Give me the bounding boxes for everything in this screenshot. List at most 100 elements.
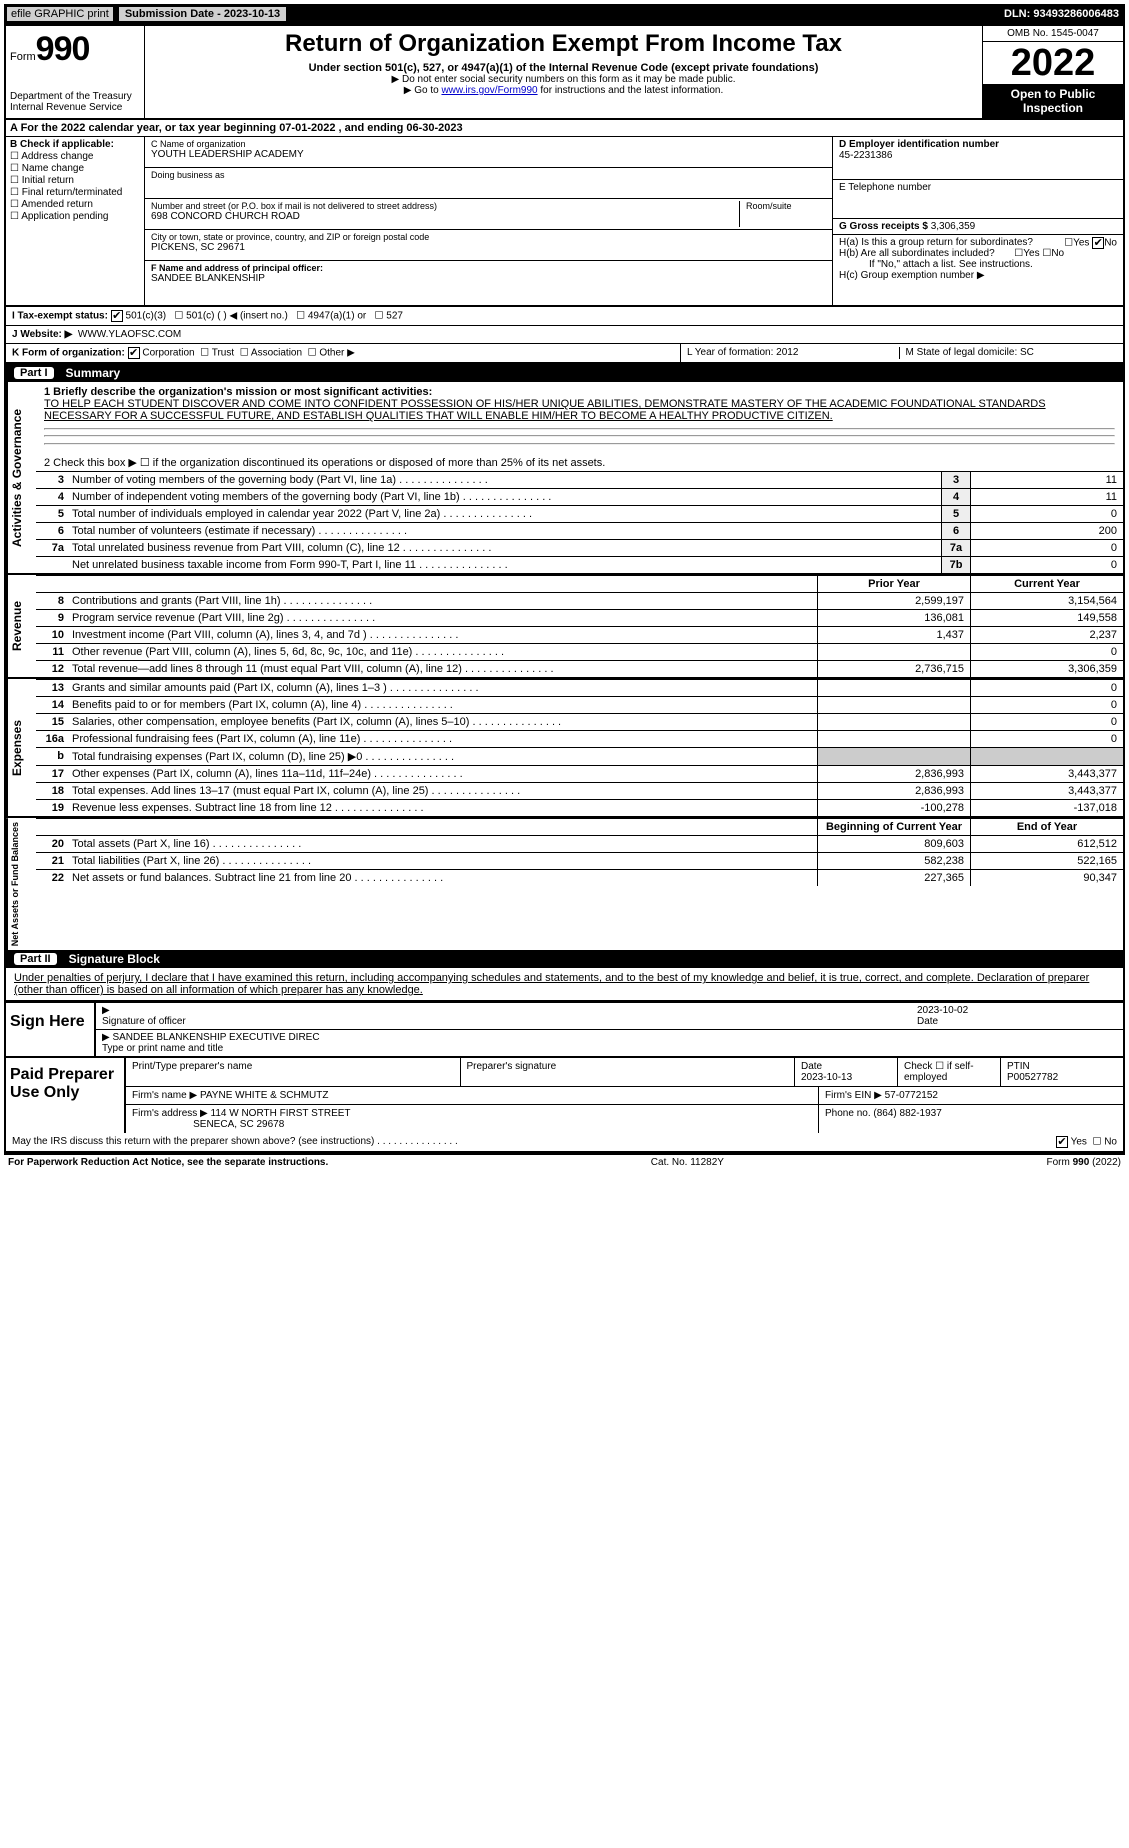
- col-b-head: B Check if applicable:: [10, 139, 114, 150]
- fin-row: 17 Other expenses (Part IX, column (A), …: [36, 765, 1123, 782]
- typed-name: SANDEE BLANKENSHIP EXECUTIVE DIREC: [112, 1032, 319, 1043]
- h-b: H(b) Are all subordinates included? ☐Yes…: [839, 248, 1117, 259]
- perjury-decl: Under penalties of perjury, I declare th…: [6, 968, 1123, 1001]
- gov-row: Net unrelated business taxable income fr…: [36, 556, 1123, 573]
- rev-header: b Prior Year Current Year: [36, 575, 1123, 592]
- fin-row: 8 Contributions and grants (Part VIII, l…: [36, 592, 1123, 609]
- open-inspection: Open to Public Inspection: [983, 84, 1123, 118]
- row-i: I Tax-exempt status: 501(c)(3) ☐ 501(c) …: [6, 307, 1123, 326]
- chk-address[interactable]: ☐ Address change: [10, 151, 140, 162]
- firm-ein: 57-0772152: [885, 1090, 938, 1101]
- fin-row: 16a Professional fundraising fees (Part …: [36, 730, 1123, 747]
- gov-row: 7a Total unrelated business revenue from…: [36, 539, 1123, 556]
- org-name: YOUTH LEADERSHIP ACADEMY: [151, 149, 304, 160]
- omb-number: OMB No. 1545-0047: [983, 26, 1123, 42]
- mission-text: TO HELP EACH STUDENT DISCOVER AND COME I…: [44, 398, 1046, 422]
- gov-row: 5 Total number of individuals employed i…: [36, 505, 1123, 522]
- tab-expenses: Expenses: [6, 679, 36, 816]
- i-o4: 527: [386, 311, 403, 322]
- firm-ein-lbl: Firm's EIN ▶: [825, 1090, 882, 1101]
- dept-treasury: Department of the Treasury: [10, 91, 140, 102]
- header-right: OMB No. 1545-0047 2022 Open to Public In…: [982, 26, 1123, 118]
- form-note2: ▶ Go to www.irs.gov/Form990 for instruct…: [153, 85, 974, 96]
- part2-title: Part II: [14, 953, 57, 965]
- tab-revenue: Revenue: [6, 575, 36, 677]
- decl-text: Under penalties of perjury, I declare th…: [14, 972, 1089, 996]
- ha-no-check: [1092, 237, 1104, 249]
- gov-row: 4 Number of independent voting members o…: [36, 488, 1123, 505]
- chk-pending[interactable]: ☐ Application pending: [10, 211, 140, 222]
- netassets-section: Net Assets or Fund Balances Beginning of…: [6, 816, 1123, 950]
- governance-section: Activities & Governance 1 Briefly descri…: [6, 382, 1123, 573]
- room-lbl: Room/suite: [746, 201, 826, 211]
- pp-self-emp: Check ☐ if self-employed: [898, 1058, 1001, 1086]
- discuss-text: May the IRS discuss this return with the…: [12, 1136, 374, 1147]
- fin-row: 20 Total assets (Part X, line 16) 809,60…: [36, 835, 1123, 852]
- row-k: K Form of organization: Corporation ☐ Tr…: [6, 344, 1123, 364]
- ptin: P00527782: [1007, 1072, 1058, 1083]
- k-o4: Other ▶: [319, 348, 354, 359]
- fin-row: 12 Total revenue—add lines 8 through 11 …: [36, 660, 1123, 677]
- sig-officer-lbl: Signature of officer: [102, 1016, 186, 1027]
- line-a-text: A For the 2022 calendar year, or tax yea…: [10, 122, 463, 134]
- chk-initial[interactable]: ☐ Initial return: [10, 175, 140, 186]
- d-lbl: D Employer identification number: [839, 139, 999, 150]
- row-j: J Website: ▶ WWW.YLAOFSC.COM: [6, 326, 1123, 344]
- chk-amended[interactable]: ☐ Amended return: [10, 199, 140, 210]
- city-lbl: City or town, state or province, country…: [151, 232, 826, 242]
- k-o2: Trust: [212, 348, 234, 359]
- fin-row: 18 Total expenses. Add lines 13–17 (must…: [36, 782, 1123, 799]
- firm-addr-lbl: Firm's address ▶: [132, 1108, 208, 1119]
- k-label: K Form of organization:: [12, 348, 125, 359]
- submission-date-btn[interactable]: Submission Date - 2023-10-13: [118, 6, 287, 22]
- gov-row: 6 Total number of volunteers (estimate i…: [36, 522, 1123, 539]
- form-subtitle: Under section 501(c), 527, or 4947(a)(1)…: [153, 62, 974, 74]
- h-c: H(c) Group exemption number ▶: [839, 270, 1117, 281]
- h-b-note: If "No," attach a list. See instructions…: [839, 259, 1117, 270]
- fin-row: 19 Revenue less expenses. Subtract line …: [36, 799, 1123, 816]
- form-note1: ▶ Do not enter social security numbers o…: [153, 74, 974, 85]
- revenue-section: Revenue b Prior Year Current Year 8 Cont…: [6, 573, 1123, 677]
- typed-lbl: Type or print name and title: [102, 1043, 223, 1054]
- i-o1: 501(c)(3): [126, 311, 167, 322]
- officer-name: SANDEE BLANKENSHIP: [151, 273, 265, 284]
- footer-left: For Paperwork Reduction Act Notice, see …: [8, 1157, 328, 1168]
- irs-link[interactable]: www.irs.gov/Form990: [441, 85, 537, 96]
- footer: For Paperwork Reduction Act Notice, see …: [4, 1155, 1125, 1170]
- phone: (864) 882-1937: [873, 1108, 941, 1119]
- i-501c3-check: [111, 310, 123, 322]
- footer-right: Form 990 (2022): [1047, 1157, 1121, 1168]
- chk-name[interactable]: ☐ Name change: [10, 163, 140, 174]
- header-mid: Return of Organization Exempt From Incom…: [145, 26, 982, 118]
- footer-mid: Cat. No. 11282Y: [651, 1157, 724, 1168]
- f-lbl: F Name and address of principal officer:: [151, 263, 826, 273]
- tax-year: 2022: [983, 42, 1123, 84]
- m-state: M State of legal domicile: SC: [900, 347, 1118, 359]
- i-label: I Tax-exempt status:: [12, 311, 108, 322]
- col-beg: Beginning of Current Year: [817, 819, 970, 835]
- website: WWW.YLAOFSC.COM: [78, 329, 181, 340]
- paid-preparer-label: Paid Preparer Use Only: [6, 1058, 126, 1133]
- fin-row: 11 Other revenue (Part VIII, column (A),…: [36, 643, 1123, 660]
- chk-final[interactable]: ☐ Final return/terminated: [10, 187, 140, 198]
- e-lbl: E Telephone number: [839, 182, 931, 193]
- preparer-block: Paid Preparer Use Only Print/Type prepar…: [6, 1056, 1123, 1133]
- part2-header: Part II Signature Block: [6, 950, 1123, 968]
- form-header: Form990 Department of the Treasury Inter…: [6, 26, 1123, 120]
- discuss-row: May the IRS discuss this return with the…: [6, 1133, 1123, 1153]
- tab-netassets: Net Assets or Fund Balances: [6, 818, 36, 950]
- gross-receipts: 3,306,359: [931, 221, 976, 232]
- part2-name: Signature Block: [69, 952, 160, 966]
- discuss-yes-check: [1056, 1136, 1068, 1148]
- phone-lbl: Phone no.: [825, 1108, 871, 1119]
- ptin-lbl: PTIN: [1007, 1061, 1030, 1072]
- l1-lbl: 1 Briefly describe the organization's mi…: [44, 386, 432, 398]
- k-corp-check: [128, 347, 140, 359]
- pp-sig-lbl: Preparer's signature: [461, 1058, 796, 1086]
- city: PICKENS, SC 29671: [151, 242, 245, 253]
- sig-date-lbl: Date: [917, 1016, 938, 1027]
- fin-row: 13 Grants and similar amounts paid (Part…: [36, 679, 1123, 696]
- pp-name-lbl: Print/Type preparer's name: [126, 1058, 461, 1086]
- l-year: L Year of formation: 2012: [687, 347, 900, 359]
- tab-governance: Activities & Governance: [6, 382, 36, 573]
